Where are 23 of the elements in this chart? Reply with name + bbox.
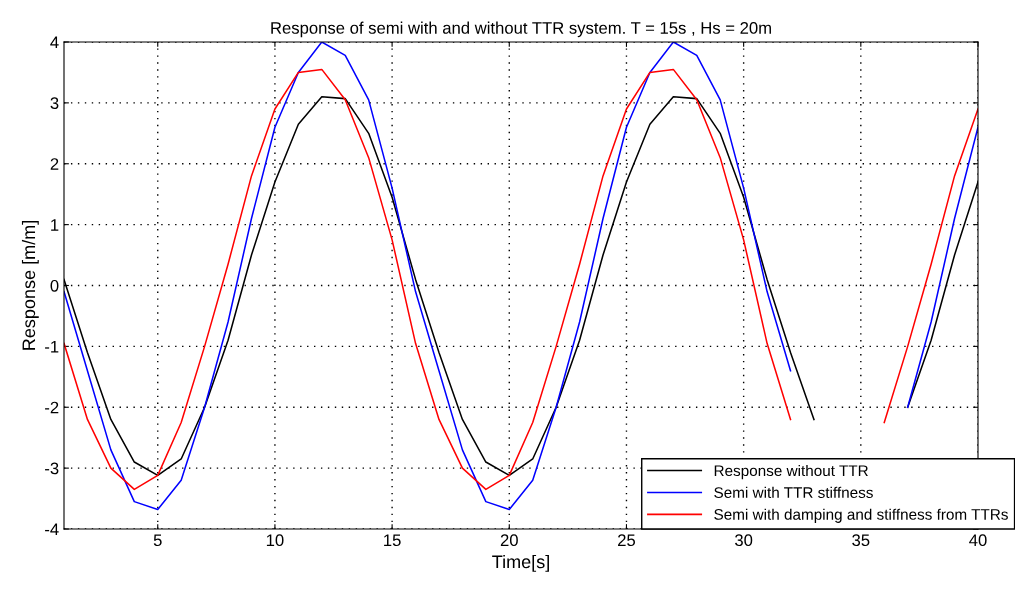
y-tick-label: 3 [50, 97, 59, 110]
y-tick-label: 1 [51, 219, 59, 231]
x-tick-label: 10 [266, 534, 284, 547]
y-tick-label: 2 [50, 158, 59, 170]
x-tick-label: 20 [500, 534, 518, 547]
x-tick-label: 35 [852, 534, 870, 547]
y-tick-label: -4 [45, 523, 59, 536]
y-tick-label: -3 [45, 462, 59, 475]
x-tick-label: 25 [618, 534, 636, 547]
x-tick-label: 5 [153, 534, 162, 547]
y-tick-label: -2 [45, 401, 59, 414]
x-axis-title: Time[s] [492, 554, 549, 572]
y-axis-title: Response [m/m] [21, 221, 39, 350]
legend-label: Semi with damping and stiffness from TTRs [714, 508, 1008, 523]
y-tick-label: -1 [45, 340, 59, 353]
legend-label: Semi with TTR stiffness [714, 486, 873, 498]
x-tick-label: 15 [384, 534, 401, 547]
x-tick-label: 30 [735, 534, 753, 547]
y-tick-label: 0 [50, 279, 59, 292]
chart-title: Response of semi with and without TTR system. T = 15s , Hs = 20m [271, 21, 771, 38]
y-tick-label: 4 [50, 36, 59, 49]
x-tick-label: 40 [969, 534, 987, 547]
legend-label: Response without TTR [714, 464, 868, 480]
